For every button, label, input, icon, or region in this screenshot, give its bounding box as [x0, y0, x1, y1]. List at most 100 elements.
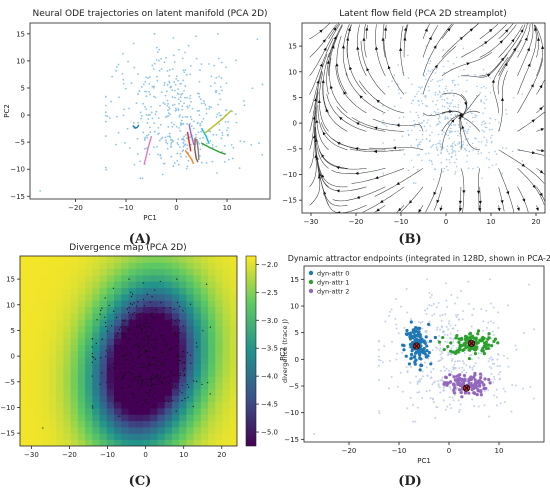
data-point — [418, 116, 420, 119]
data-point — [113, 367, 115, 370]
data-point — [414, 420, 417, 423]
heatmap-cell — [114, 313, 122, 320]
flow-arrow — [488, 28, 493, 33]
data-point — [434, 346, 437, 349]
data-point — [447, 107, 449, 109]
heatmap-cell — [48, 300, 57, 308]
data-point — [196, 346, 198, 348]
heatmap-cell — [186, 363, 194, 371]
heatmap-cell — [171, 287, 180, 295]
data-point — [156, 365, 158, 368]
data-point — [452, 146, 454, 149]
data-point — [235, 59, 238, 62]
heatmap-cell — [171, 433, 180, 441]
data-point — [482, 329, 485, 332]
data-point — [447, 123, 450, 126]
data-point — [178, 320, 181, 322]
heatmap-cell — [215, 300, 223, 308]
data-point — [499, 364, 502, 367]
heatmap-cell — [193, 256, 202, 263]
data-point — [443, 71, 446, 74]
data-point — [454, 154, 457, 156]
data-point — [179, 100, 182, 103]
data-point — [211, 143, 214, 146]
streamline — [316, 91, 329, 151]
heatmap-cell — [106, 294, 115, 301]
data-point — [431, 163, 434, 165]
data-point — [198, 142, 201, 145]
data-point — [471, 142, 474, 145]
heatmap-cell — [128, 395, 137, 403]
heatmap-cell — [77, 370, 86, 377]
attractor-point — [476, 332, 480, 336]
data-point — [154, 289, 156, 291]
streamline — [441, 51, 493, 77]
heatmap-cell — [48, 357, 57, 365]
data-point — [183, 144, 186, 147]
heatmap-cell — [193, 325, 202, 333]
data-point — [462, 360, 465, 363]
heatmap-cell — [186, 439, 194, 446]
data-point — [122, 337, 124, 339]
data-point — [426, 374, 429, 377]
data-point — [132, 42, 135, 45]
data-point — [497, 353, 500, 356]
attractor-point — [475, 393, 479, 397]
data-point — [122, 377, 125, 379]
data-point — [457, 75, 460, 78]
data-point — [417, 114, 419, 117]
data-point — [450, 347, 453, 350]
attractor-point — [423, 352, 427, 356]
data-point — [453, 360, 456, 363]
heatmap-cell — [135, 370, 144, 377]
heatmap-cell — [179, 281, 187, 289]
heatmap-cell — [92, 382, 100, 390]
data-point — [455, 314, 458, 317]
heatmap-cell — [157, 395, 166, 403]
streamline — [422, 23, 430, 39]
data-point — [440, 152, 442, 155]
data-point — [426, 121, 429, 124]
data-point — [136, 345, 138, 347]
panel-c-heatmap — [20, 256, 237, 446]
heatmap-cell — [222, 325, 231, 333]
data-point — [429, 60, 432, 62]
heatmap-cell — [186, 332, 194, 339]
data-point — [485, 98, 488, 101]
data-point — [424, 309, 427, 312]
data-point — [170, 121, 173, 124]
heatmap-cell — [56, 427, 64, 434]
heatmap-cell — [106, 408, 115, 415]
data-point — [163, 162, 166, 165]
flow-arrow — [331, 45, 335, 49]
attractor-point — [463, 391, 467, 395]
heatmap-cell — [121, 351, 129, 358]
data-point — [463, 147, 466, 150]
heatmap-cell — [222, 420, 231, 428]
heatmap-cell — [135, 313, 144, 320]
flow-arrow — [434, 64, 438, 69]
flow-arrow — [336, 189, 340, 193]
data-point — [532, 397, 535, 400]
attractor-point — [444, 375, 448, 379]
data-point — [39, 189, 42, 192]
data-point — [96, 319, 98, 321]
data-point — [521, 160, 524, 162]
data-point — [406, 370, 409, 373]
flow-arrow — [520, 29, 524, 33]
heatmap-cell — [229, 363, 237, 371]
data-point — [168, 69, 171, 71]
heatmap-cell — [135, 389, 144, 396]
y-tick-label: 0 — [293, 120, 297, 128]
y-tick-label: −15 — [0, 430, 15, 438]
data-point — [212, 133, 215, 136]
heatmap-cell — [56, 287, 64, 295]
heatmap-cell — [171, 268, 180, 276]
data-point — [488, 151, 490, 154]
heatmap-cell — [208, 287, 216, 295]
data-point — [167, 112, 170, 115]
heatmap-cell — [215, 420, 223, 428]
data-point — [428, 62, 431, 65]
